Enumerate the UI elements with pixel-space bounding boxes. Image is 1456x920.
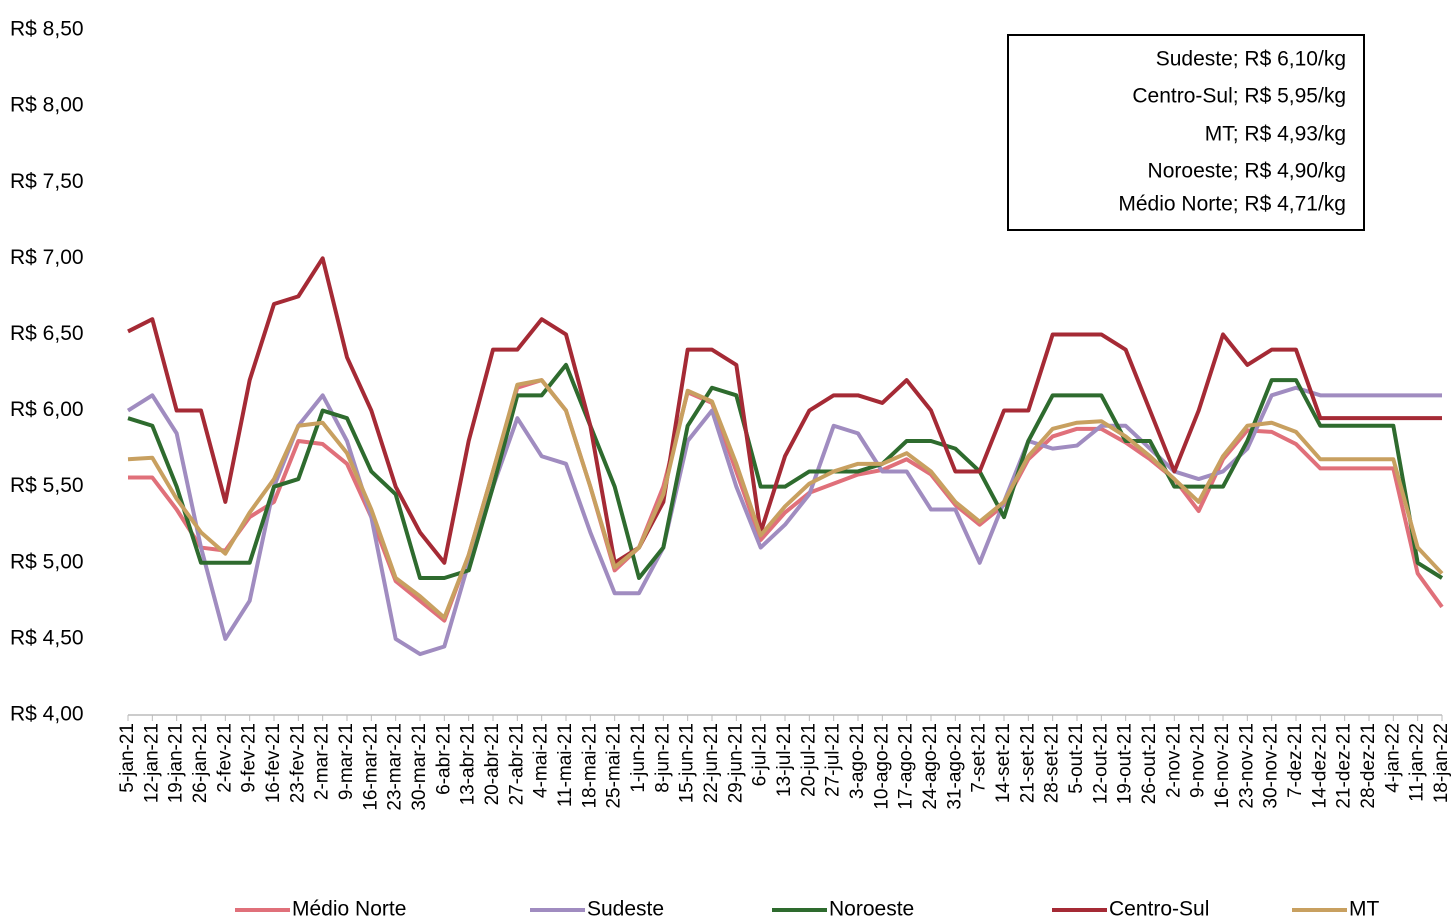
x-tick-label: 23-fev-21 xyxy=(287,723,308,803)
x-tick-label: 9-mar-21 xyxy=(336,723,357,800)
x-tick-label: 21-set-21 xyxy=(1017,723,1038,803)
x-tick-label: 18-jan-22 xyxy=(1431,723,1452,803)
x-tick-label: 27-jul-21 xyxy=(823,723,844,797)
legend-label: Centro-Sul xyxy=(1109,898,1209,920)
x-tick-label: 9-nov-21 xyxy=(1188,723,1209,798)
series-line xyxy=(127,378,1444,620)
x-tick-label: 30-nov-21 xyxy=(1261,723,1282,809)
x-tick-label: 2-nov-21 xyxy=(1163,723,1184,798)
series-line xyxy=(128,378,1444,623)
x-tick-label: 16-fev-21 xyxy=(263,723,284,803)
y-tick-label: R$ 6,50 xyxy=(10,322,84,345)
y-tick-label: R$ 8,00 xyxy=(10,94,84,117)
x-tick-label: 15-jun-21 xyxy=(677,723,698,803)
x-tick-label: 6-jul-21 xyxy=(750,723,771,786)
x-tick-label: 30-mar-21 xyxy=(409,723,430,811)
x-tick-label: 2-mar-21 xyxy=(312,723,333,800)
annotation: Sudeste; R$ 6,10/kg xyxy=(1156,48,1346,71)
x-tick-label: 10-ago-21 xyxy=(871,723,892,810)
x-tick-label: 1-jun-21 xyxy=(628,723,649,793)
x-tick-label: 14-dez-21 xyxy=(1309,723,1330,809)
x-tick-label: 3-ago-21 xyxy=(847,723,868,799)
x-tick-label: 26-jan-21 xyxy=(190,723,211,803)
x-tick-label: 23-mar-21 xyxy=(385,723,406,811)
x-tick-label: 29-jun-21 xyxy=(725,723,746,803)
y-tick-label: R$ 6,00 xyxy=(10,398,84,421)
legend-label: Médio Norte xyxy=(292,898,406,920)
x-tick-label: 4-mai-21 xyxy=(531,723,552,798)
legend-label: MT xyxy=(1349,898,1379,920)
x-tick-label: 26-out-21 xyxy=(1139,723,1160,804)
x-tick-label: 18-mai-21 xyxy=(579,723,600,809)
x-tick-label: 13-jul-21 xyxy=(774,723,795,797)
x-tick-label: 5-out-21 xyxy=(1066,723,1087,794)
x-tick-label: 14-set-21 xyxy=(993,723,1014,803)
series-line xyxy=(126,385,1442,657)
x-tick-label: 16-mar-21 xyxy=(360,723,381,811)
y-tick-label: R$ 5,00 xyxy=(10,550,84,573)
x-tick-label: 7-set-21 xyxy=(969,723,990,793)
legend-label: Sudeste xyxy=(587,898,664,920)
x-tick-label: 7-dez-21 xyxy=(1285,723,1306,798)
x-tick-label: 9-fev-21 xyxy=(239,723,260,793)
x-tick-label: 12-out-21 xyxy=(1090,723,1111,804)
x-tick-label: 20-jul-21 xyxy=(798,723,819,797)
x-tick-label: 4-jan-22 xyxy=(1382,723,1403,793)
x-tick-label: 2-fev-21 xyxy=(214,723,235,793)
y-tick-label: R$ 8,50 xyxy=(10,18,84,41)
x-tick-label: 31-ago-21 xyxy=(944,723,965,810)
x-tick-label: 24-ago-21 xyxy=(920,723,941,810)
series-line xyxy=(127,362,1444,580)
x-tick-label: 28-dez-21 xyxy=(1358,723,1379,809)
x-tick-label: 8-jun-21 xyxy=(652,723,673,793)
annotation: Centro-Sul; R$ 5,95/kg xyxy=(1132,85,1346,108)
series-line xyxy=(127,256,1442,565)
x-tick-label: 16-nov-21 xyxy=(1212,723,1233,809)
x-tick-label: 28-set-21 xyxy=(1042,723,1063,803)
annotation: MT; R$ 4,93/kg xyxy=(1205,123,1346,146)
x-tick-label: 19-out-21 xyxy=(1115,723,1136,804)
x-tick-label: 19-jan-21 xyxy=(166,723,187,803)
x-tick-label: 22-jun-21 xyxy=(701,723,722,803)
annotation: Médio Norte; R$ 4,71/kg xyxy=(1118,193,1346,216)
x-tick-label: 11-jan-22 xyxy=(1407,723,1428,802)
x-tick-label: 6-abr-21 xyxy=(433,723,454,795)
y-tick-label: R$ 4,00 xyxy=(10,703,84,726)
x-tick-label: 27-abr-21 xyxy=(506,723,527,805)
x-tick-label: 25-mai-21 xyxy=(604,723,625,809)
x-tick-label: 20-abr-21 xyxy=(482,723,503,805)
x-tick-label: 13-abr-21 xyxy=(458,723,479,805)
y-tick-label: R$ 5,50 xyxy=(10,474,84,497)
y-tick-label: R$ 7,00 xyxy=(10,246,84,269)
x-tick-label: 11-mai-21 xyxy=(555,723,576,807)
legend-label: Noroeste xyxy=(829,898,914,920)
annotation: Noroeste; R$ 4,90/kg xyxy=(1148,160,1346,183)
y-tick-label: R$ 4,50 xyxy=(10,626,84,649)
annotation-box xyxy=(1007,34,1365,231)
y-tick-label: R$ 7,50 xyxy=(10,170,84,193)
x-tick-label: 17-ago-21 xyxy=(896,723,917,810)
x-tick-label: 21-dez-21 xyxy=(1334,723,1355,809)
x-tick-label: 5-jan-21 xyxy=(117,723,138,793)
x-tick-label: 23-nov-21 xyxy=(1236,723,1257,809)
x-tick-label: 12-jan-21 xyxy=(141,723,162,803)
